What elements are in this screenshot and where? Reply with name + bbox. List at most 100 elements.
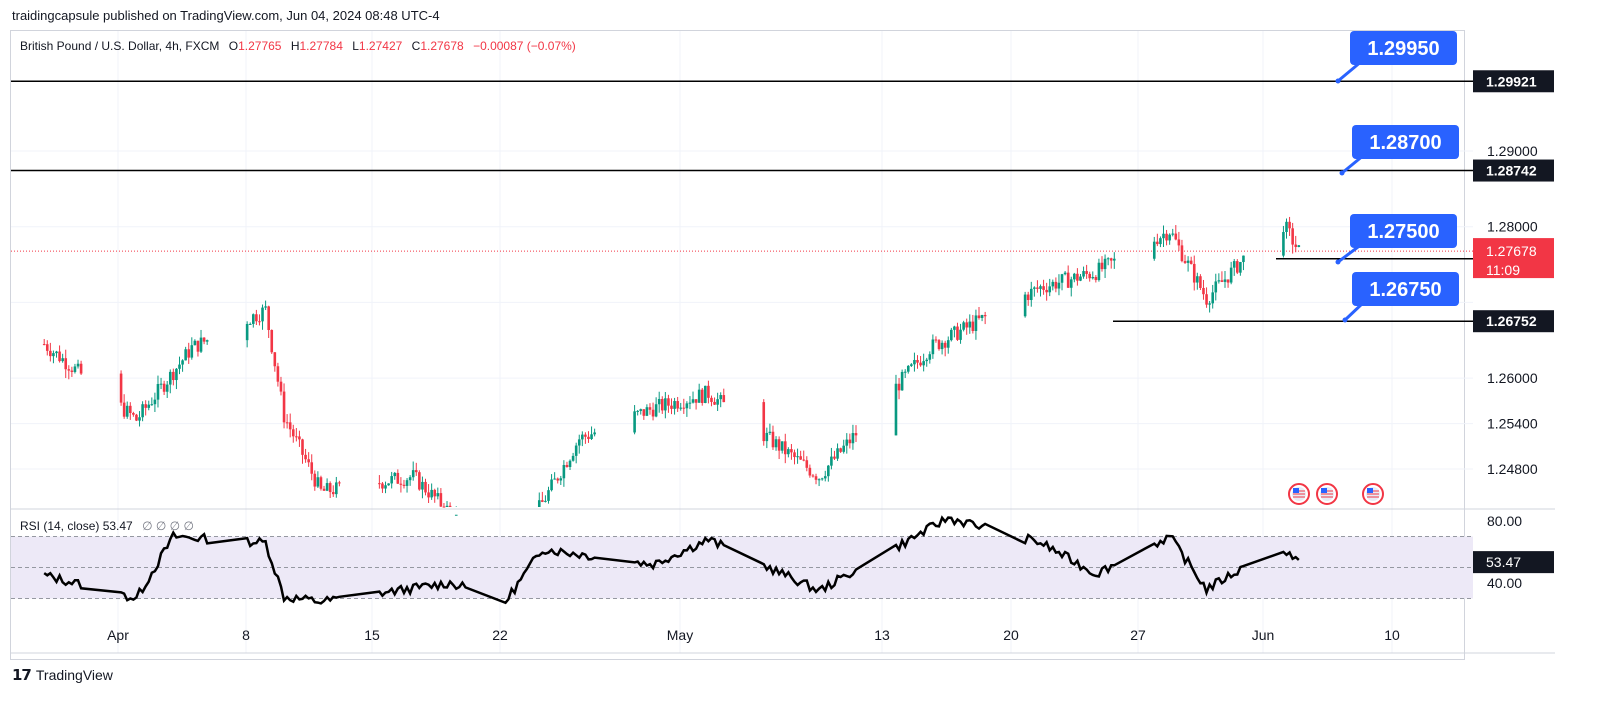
candle-body — [264, 306, 267, 308]
candle — [943, 340, 947, 357]
candle-body — [1060, 274, 1064, 283]
candle-body — [261, 307, 264, 322]
candle-body — [783, 441, 787, 455]
candle-body — [258, 321, 261, 323]
candle — [405, 478, 409, 493]
candle — [313, 470, 317, 491]
candle — [125, 401, 129, 419]
candle — [783, 433, 787, 464]
candle-body — [946, 340, 950, 348]
candle — [122, 394, 126, 419]
candle — [52, 350, 55, 364]
candle — [707, 380, 710, 404]
candle — [181, 359, 184, 372]
candle — [685, 401, 689, 417]
candle — [836, 443, 839, 461]
candle-body — [802, 459, 806, 461]
candle — [1294, 235, 1298, 253]
economic-events — [1288, 483, 1384, 505]
candle — [670, 398, 673, 415]
candle — [454, 506, 458, 516]
candle — [848, 433, 852, 449]
price-tick-label: 1.26000 — [1487, 370, 1538, 386]
tradingview-brand[interactable]: 𝟭𝟳 TradingView — [12, 666, 113, 684]
candle-body — [162, 383, 166, 392]
candle-body — [42, 344, 46, 346]
symbol-title[interactable]: British Pound / U.S. Dollar, 4h, FXCM — [20, 39, 220, 53]
candle — [547, 486, 550, 504]
candle — [1094, 275, 1098, 283]
rsi-label[interactable]: RSI (14, close) — [20, 519, 100, 533]
candle — [1229, 261, 1233, 285]
candle — [808, 464, 812, 478]
candle-body — [977, 315, 981, 318]
candle-body — [913, 359, 916, 365]
candle-body — [1048, 286, 1052, 293]
candle — [1288, 216, 1291, 236]
candle-body — [1103, 258, 1107, 270]
candle — [193, 339, 197, 346]
candle — [1236, 259, 1239, 275]
candle — [1208, 300, 1211, 313]
candle-body — [1214, 281, 1218, 293]
candle-body — [965, 322, 968, 328]
candle — [328, 481, 332, 499]
candle — [673, 397, 676, 415]
candle-body — [187, 349, 191, 358]
candle-body — [335, 482, 338, 495]
date-tick-label: May — [667, 627, 693, 643]
candle-body — [181, 360, 184, 365]
candle-body — [331, 492, 335, 495]
rsi-pane — [11, 515, 1473, 605]
candle-body — [61, 358, 64, 362]
candle — [421, 476, 424, 499]
candle-body — [399, 483, 403, 485]
candle-body — [1165, 233, 1168, 241]
candle-body — [448, 505, 452, 507]
candle-body — [248, 323, 252, 325]
level-axis-badge-bg — [1473, 159, 1554, 182]
close-label: C — [411, 39, 421, 53]
candle — [593, 428, 596, 437]
callout-anchor — [1339, 170, 1345, 176]
candle — [977, 307, 981, 320]
candle-body — [1036, 287, 1039, 289]
candle — [928, 351, 932, 364]
candle — [934, 336, 938, 343]
candle-body — [390, 476, 393, 484]
candle — [897, 377, 901, 400]
candle-body — [328, 483, 332, 493]
candle-body — [1162, 233, 1165, 239]
candle — [1217, 273, 1221, 284]
rsi-current-badge: 53.47 — [1473, 551, 1554, 574]
candle — [79, 360, 83, 375]
candle — [980, 314, 984, 322]
candle-body — [676, 401, 679, 409]
change-value: −0.00087 (−0.07%) — [473, 39, 576, 53]
current-price-badge-bg — [1473, 238, 1554, 279]
candle — [700, 388, 704, 406]
candle — [664, 392, 667, 419]
candle — [1029, 281, 1033, 307]
candle — [903, 369, 907, 379]
candle-body — [660, 398, 664, 411]
candle-body — [1113, 258, 1116, 261]
candle-body — [796, 456, 799, 458]
candle — [414, 462, 418, 476]
candle — [1039, 284, 1042, 297]
candle-body — [70, 370, 74, 372]
candle-body — [159, 383, 163, 385]
candle — [433, 488, 437, 503]
candle — [925, 357, 929, 367]
candle-body — [141, 404, 144, 418]
candle — [1057, 274, 1061, 296]
candle — [1183, 254, 1187, 264]
candle — [196, 340, 200, 357]
candle — [202, 337, 206, 345]
candle-body — [1026, 294, 1030, 301]
candle — [802, 450, 806, 462]
candle-body — [673, 401, 676, 409]
price-tick-label: 1.25400 — [1487, 416, 1538, 432]
candle — [1220, 271, 1224, 283]
